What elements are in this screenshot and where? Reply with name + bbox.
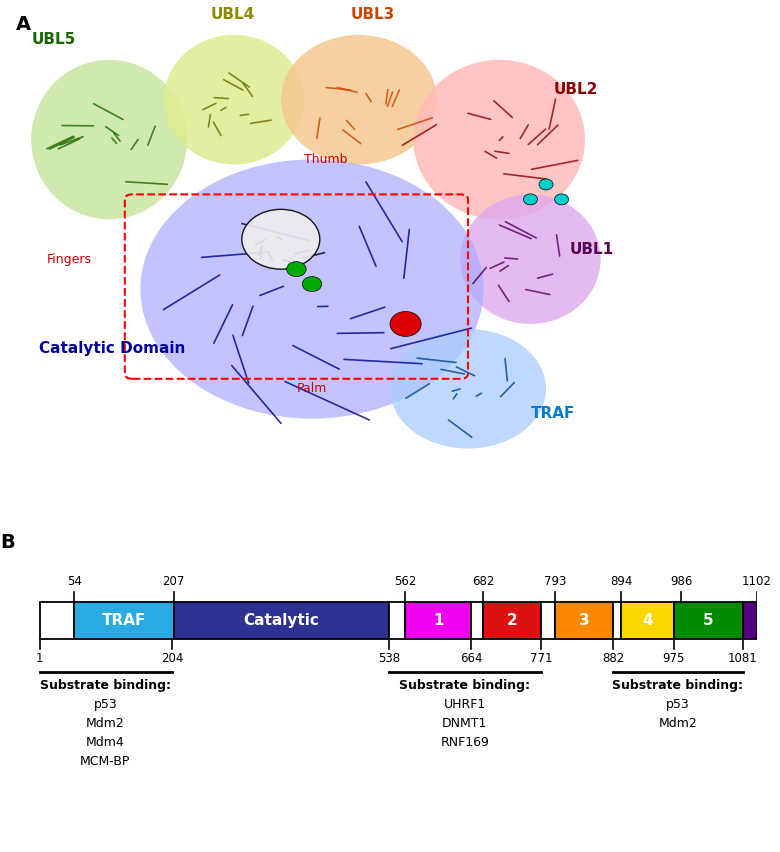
Ellipse shape — [460, 194, 601, 324]
Text: Substrate binding:: Substrate binding: — [40, 678, 171, 692]
Text: 204: 204 — [161, 653, 183, 665]
Text: 1102: 1102 — [742, 575, 771, 589]
Ellipse shape — [242, 210, 320, 269]
Bar — [621, 602, 674, 639]
Ellipse shape — [164, 35, 304, 164]
Text: 1: 1 — [36, 653, 44, 665]
Text: Mdm2: Mdm2 — [86, 717, 125, 730]
Text: TRAF: TRAF — [530, 406, 575, 421]
Text: 5: 5 — [703, 613, 714, 628]
Bar — [471, 602, 483, 639]
Text: Thumb: Thumb — [304, 153, 348, 166]
Ellipse shape — [140, 159, 484, 418]
Text: 562: 562 — [394, 575, 417, 589]
Text: Palm: Palm — [296, 383, 327, 395]
Bar — [674, 602, 743, 639]
Bar — [389, 602, 405, 639]
Bar — [74, 602, 174, 639]
Text: Catalytic: Catalytic — [243, 613, 320, 628]
Text: 4: 4 — [642, 613, 653, 628]
Text: 1081: 1081 — [728, 653, 758, 665]
Text: Substrate binding:: Substrate binding: — [612, 678, 743, 692]
Bar — [483, 602, 541, 639]
Bar — [555, 602, 613, 639]
Text: 3: 3 — [579, 613, 590, 628]
Text: 975: 975 — [663, 653, 685, 665]
Text: Mdm2: Mdm2 — [658, 717, 697, 730]
Text: 1: 1 — [433, 613, 443, 628]
Ellipse shape — [555, 194, 569, 204]
Ellipse shape — [523, 194, 537, 204]
Ellipse shape — [413, 60, 585, 219]
Text: 771: 771 — [530, 653, 552, 665]
Text: UHRF1: UHRF1 — [444, 698, 486, 711]
Text: DNMT1: DNMT1 — [442, 717, 488, 730]
Text: 894: 894 — [610, 575, 633, 589]
Text: A: A — [16, 15, 30, 34]
Text: 882: 882 — [602, 653, 625, 665]
Text: UBL3: UBL3 — [351, 8, 395, 22]
Text: UBL5: UBL5 — [31, 32, 76, 48]
Text: 538: 538 — [378, 653, 400, 665]
Bar — [40, 602, 74, 639]
Ellipse shape — [31, 60, 187, 219]
Ellipse shape — [287, 262, 306, 277]
Text: Mdm4: Mdm4 — [86, 736, 125, 749]
Text: Substrate binding:: Substrate binding: — [399, 678, 530, 692]
Bar — [174, 602, 389, 639]
Text: 2: 2 — [507, 613, 517, 628]
Text: 682: 682 — [472, 575, 495, 589]
Text: Fingers: Fingers — [47, 253, 92, 266]
Text: 54: 54 — [67, 575, 82, 589]
Text: UBL4: UBL4 — [211, 8, 255, 22]
Text: RNF169: RNF169 — [441, 736, 489, 749]
Text: p53: p53 — [94, 698, 117, 711]
Ellipse shape — [281, 35, 437, 164]
Text: Catalytic Domain: Catalytic Domain — [39, 342, 186, 356]
Text: TRAF: TRAF — [102, 613, 146, 628]
Text: 986: 986 — [670, 575, 693, 589]
Text: MCM-BP: MCM-BP — [80, 756, 130, 769]
Ellipse shape — [539, 179, 553, 190]
Ellipse shape — [390, 312, 421, 337]
Text: 664: 664 — [460, 653, 483, 665]
Text: p53: p53 — [666, 698, 690, 711]
Ellipse shape — [303, 277, 321, 291]
Text: UBL2: UBL2 — [554, 82, 598, 97]
Ellipse shape — [390, 329, 546, 448]
Bar — [405, 602, 471, 639]
Bar — [613, 602, 621, 639]
Text: 207: 207 — [162, 575, 185, 589]
Bar — [541, 602, 555, 639]
Text: B: B — [0, 533, 15, 552]
Bar — [743, 602, 757, 639]
Text: 793: 793 — [544, 575, 566, 589]
Text: UBL1: UBL1 — [569, 242, 614, 256]
